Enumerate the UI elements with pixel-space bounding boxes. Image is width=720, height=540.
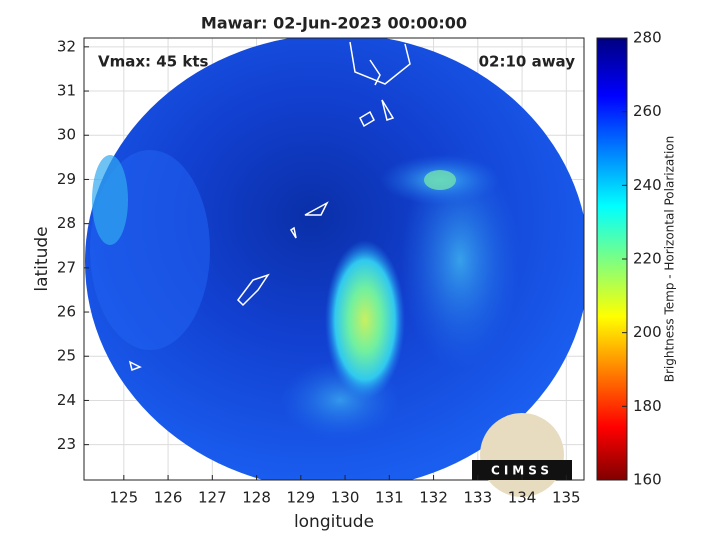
colorbar-tick-label: 220: [633, 250, 662, 268]
logo-text: CIMSS: [491, 464, 553, 478]
title: Mawar: 02-Jun-2023 00:00:00: [201, 14, 467, 33]
y-tick-label: 28: [57, 214, 76, 232]
x-tick-label: 130: [331, 489, 360, 507]
y-axis-label: latitude: [32, 226, 52, 291]
x-tick-label: 133: [463, 489, 492, 507]
y-tick-label: 24: [57, 391, 76, 409]
colorbar-tick-label: 260: [633, 102, 662, 120]
x-tick-label: 132: [419, 489, 448, 507]
vmax-annotation: Vmax: 45 kts: [98, 53, 208, 71]
logo: CIMSS: [472, 413, 572, 497]
colorbar-tick-label: 240: [633, 176, 662, 194]
y-tick-label: 23: [57, 435, 76, 453]
y-tick-label: 32: [57, 37, 76, 55]
x-tick-label: 128: [242, 489, 271, 507]
y-tick-label: 29: [57, 170, 76, 188]
colorbar-tick-label: 180: [633, 397, 662, 415]
x-tick-label: 134: [508, 489, 537, 507]
satellite-image: [85, 38, 584, 480]
x-tick-label: 129: [286, 489, 315, 507]
colorbar-tick-label: 280: [633, 29, 662, 47]
colorbar-tick-label: 200: [633, 323, 662, 341]
time-annotation: 02:10 away: [479, 53, 576, 71]
colorbar-label: Brightness Temp - Horizontal Polarizatio…: [663, 136, 677, 383]
x-tick-label: 125: [110, 489, 139, 507]
x-tick-label: 135: [552, 489, 581, 507]
y-tick-label: 30: [57, 126, 76, 144]
x-tick-label: 126: [154, 489, 183, 507]
colorbar-tick-label: 160: [633, 471, 662, 489]
x-tick-label: 131: [375, 489, 404, 507]
y-tick-label: 31: [57, 82, 76, 100]
x-axis-label: longitude: [294, 512, 374, 532]
plot-frame: [83, 37, 585, 481]
y-tick-label: 26: [57, 303, 76, 321]
y-tick-label: 25: [57, 347, 76, 365]
y-tick-label: 27: [57, 258, 76, 276]
x-tick-label: 127: [198, 489, 227, 507]
